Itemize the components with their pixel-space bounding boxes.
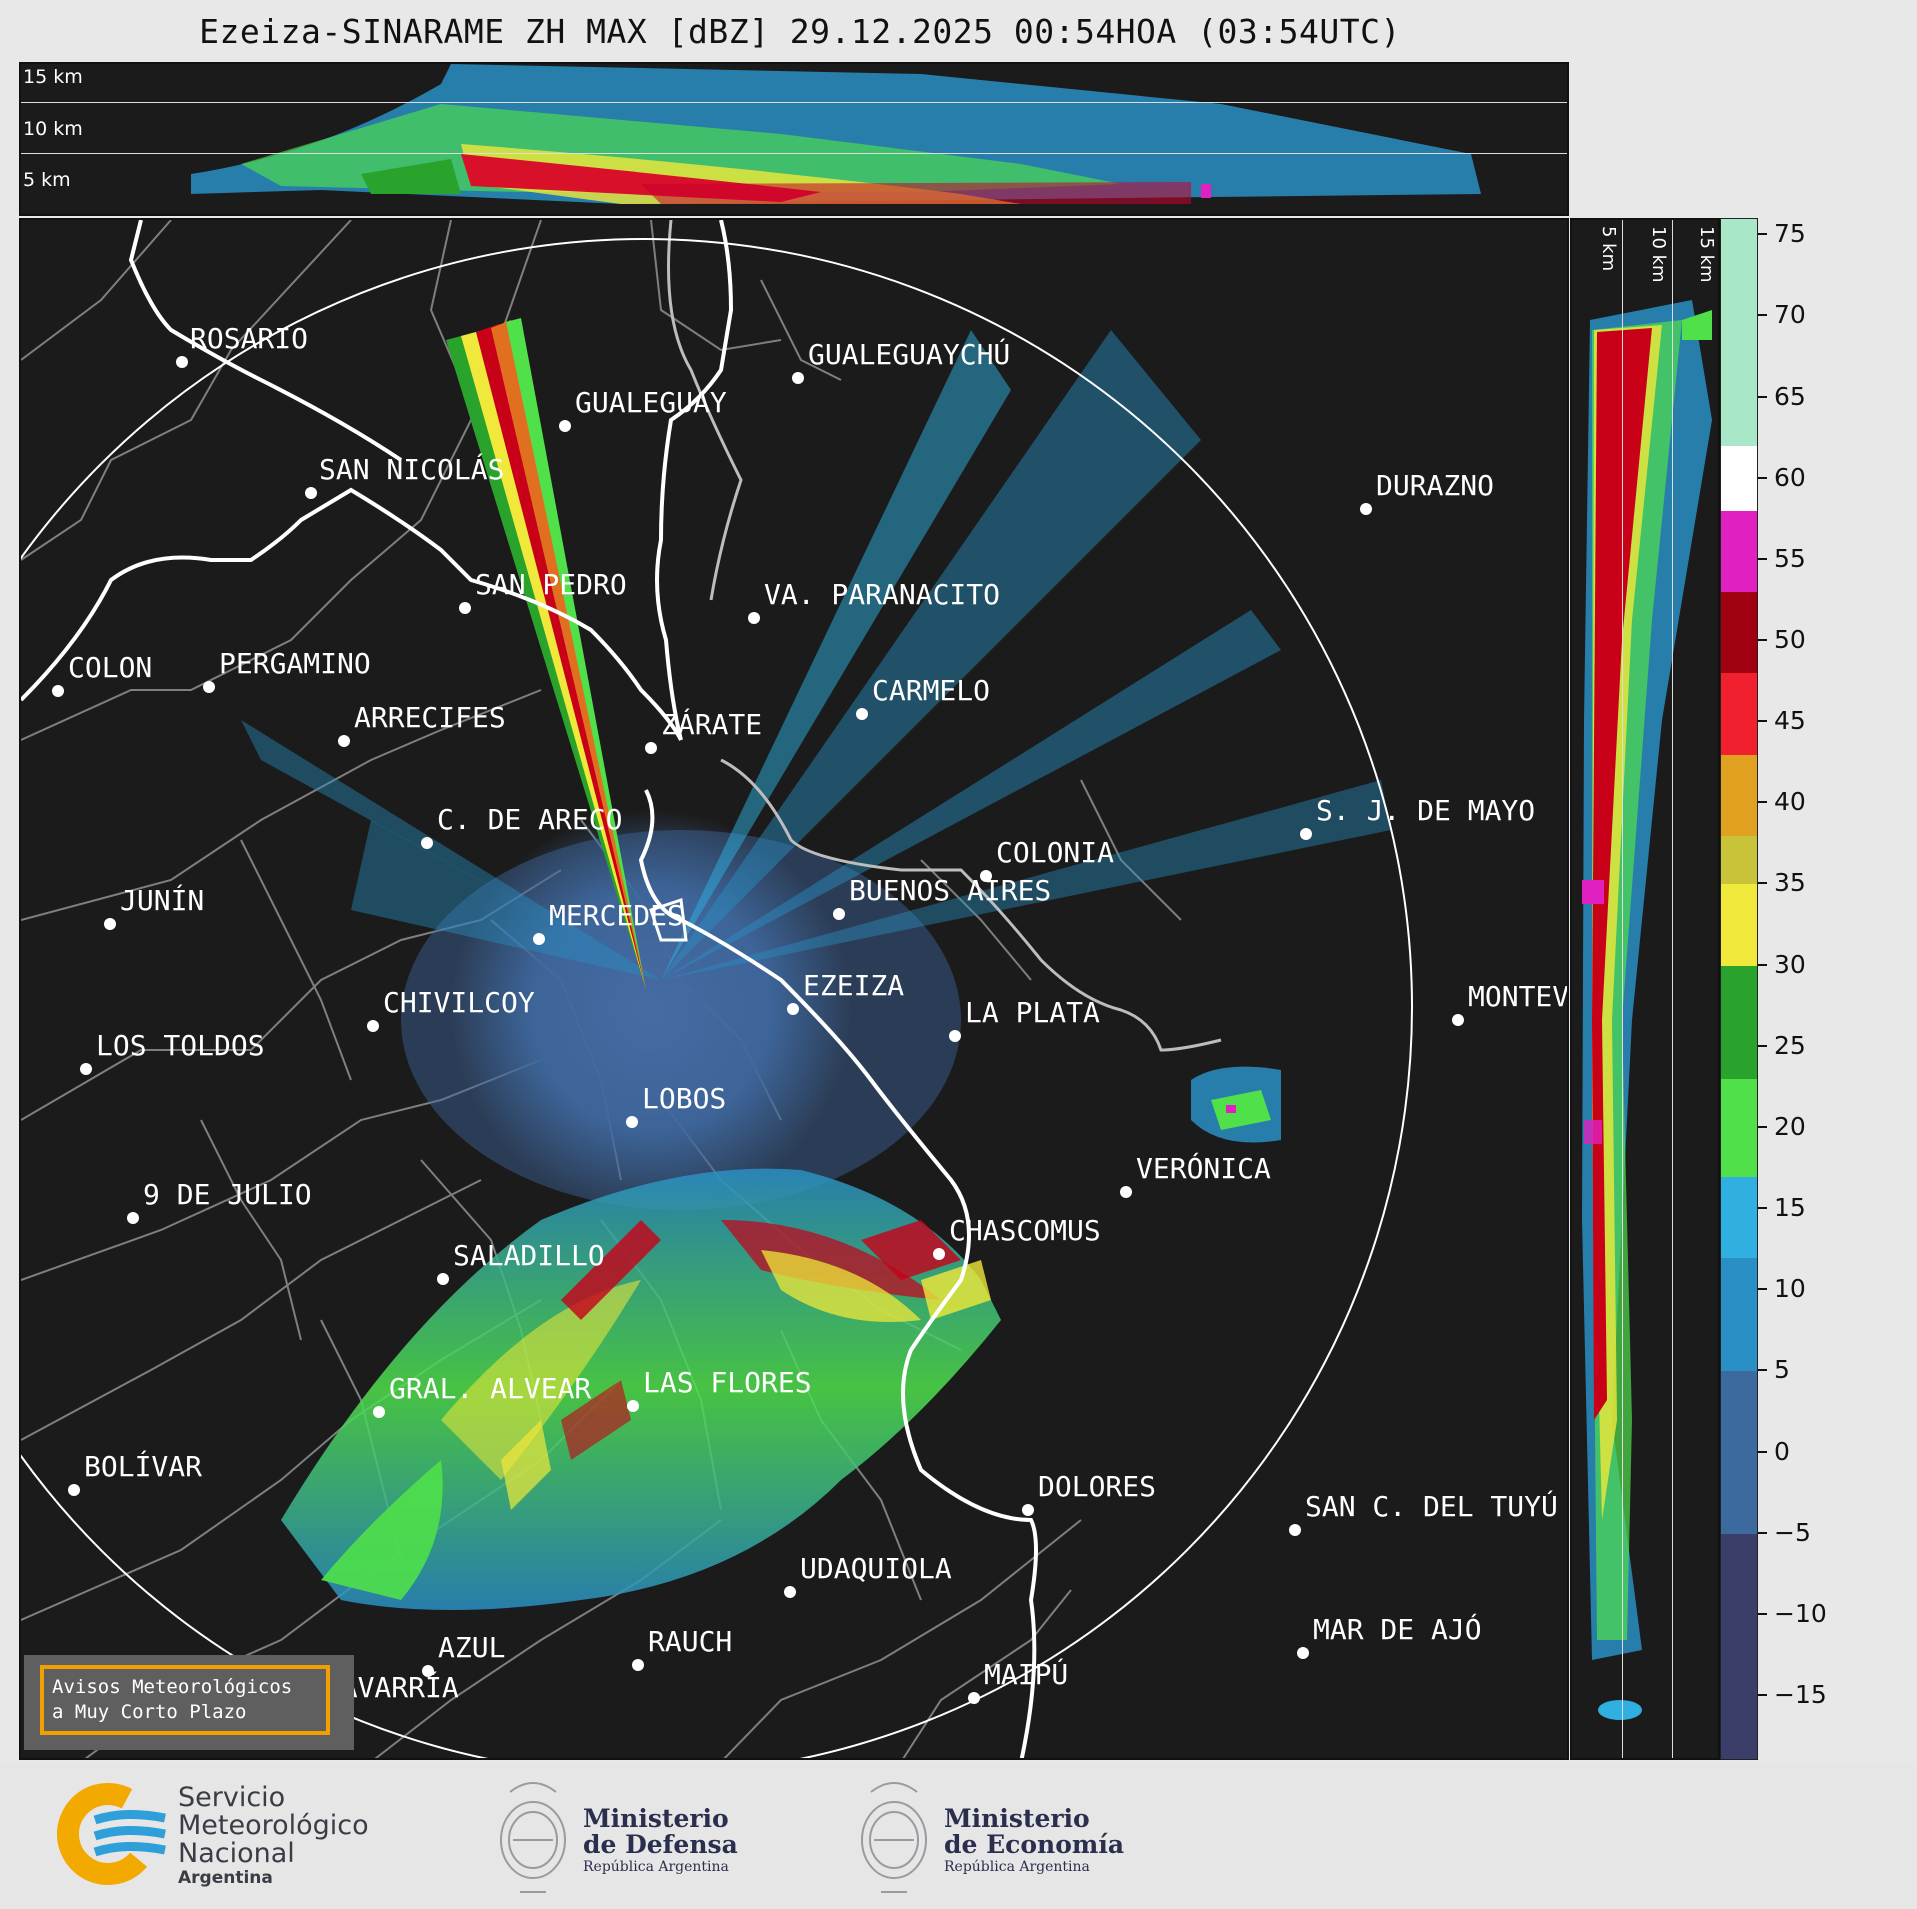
footer: Servicio Meteorológico Nacional Argentin… (0, 1762, 1917, 1909)
radar-map-graphics (21, 220, 1413, 1758)
economia-seal-icon (861, 1782, 927, 1893)
top-profile-echoes (191, 64, 1481, 204)
top-label-5km: 5 km (23, 169, 71, 191)
side-gridline-10km (1672, 220, 1673, 1758)
colorbar-tick-label: 65 (1774, 381, 1806, 411)
top-height-profile: 15 km 10 km 5 km (19, 62, 1569, 216)
colorbar-tick-label: 60 (1774, 462, 1806, 492)
colorbar-band (1721, 446, 1757, 512)
dbz-colorbar (1720, 218, 1758, 1760)
defensa-line2: de Defensa (583, 1830, 738, 1859)
top-label-15km: 15 km (23, 66, 83, 88)
colorbar-tick-label: 15 (1774, 1193, 1806, 1223)
chart-title: Ezeiza-SINARAME ZH MAX [dBZ] 29.12.2025 … (199, 12, 1401, 51)
colorbar-band (1721, 835, 1757, 885)
colorbar-tick-label: 75 (1774, 219, 1806, 249)
economia-line2: de Economía (944, 1830, 1125, 1859)
radar-core-echo (451, 810, 851, 1210)
colorbar-band (1721, 1371, 1757, 1534)
colorbar-band (1721, 1257, 1757, 1372)
defensa-line1: Ministerio (583, 1804, 729, 1833)
defensa-seal-icon (500, 1782, 566, 1893)
economia-line1: Ministerio (944, 1804, 1090, 1833)
colorbar-band (1721, 511, 1757, 593)
defensa-logo-text: Ministerio de Defensa República Argentin… (583, 1806, 738, 1876)
northwest-streak (446, 318, 646, 990)
colorbar-band (1721, 673, 1757, 755)
colorbar-tick-label: −5 (1774, 1517, 1811, 1547)
colorbar-tick-label: 5 (1774, 1355, 1790, 1385)
colorbar-band (1721, 754, 1757, 836)
colorbar-tick-label: 70 (1774, 300, 1806, 330)
colorbar-band (1721, 219, 1757, 447)
radial-echo-fans (241, 330, 1391, 980)
colorbar-tick-label: 20 (1774, 1111, 1806, 1141)
defensa-line3: República Argentina (583, 1859, 729, 1875)
east-echo-cell (1191, 1066, 1281, 1143)
aviso-badge[interactable]: Avisos Meteorológicos a Muy Corto Plazo (24, 1655, 354, 1750)
aviso-link[interactable]: Avisos Meteorológicos a Muy Corto Plazo (40, 1665, 330, 1735)
colorbar-tick-label: 45 (1774, 706, 1806, 736)
aviso-line2: a Muy Corto Plazo (52, 1701, 247, 1723)
top-label-10km: 10 km (23, 118, 83, 140)
side-label-10km: 10 km (1648, 226, 1669, 283)
colorbar-tick-label: 35 (1774, 868, 1806, 898)
colorbar-band (1721, 1176, 1757, 1258)
smn-line1: Servicio (178, 1782, 286, 1813)
colorbar-tick-label: −15 (1774, 1680, 1827, 1710)
smn-line3: Nacional (178, 1838, 295, 1869)
radar-map: ROSARIO GUALEGUAYCHÚ GUALEGUAY SAN NICOL… (19, 218, 1569, 1760)
colorbar-tick-label: 0 (1774, 1436, 1790, 1466)
side-label-15km: 15 km (1696, 226, 1717, 283)
smn-line2: Meteorológico (178, 1810, 369, 1841)
side-label-5km: 5 km (1598, 226, 1619, 272)
top-gridline-15km (21, 102, 1567, 103)
colorbar-tick-label: 10 (1774, 1274, 1806, 1304)
colorbar-tick-label: 40 (1774, 787, 1806, 817)
smn-logo-text: Servicio Meteorológico Nacional Argentin… (178, 1782, 369, 1889)
footer-logos (57, 1782, 927, 1893)
side-height-profile: 5 km 10 km 15 km (1570, 218, 1720, 1760)
economia-line3: República Argentina (944, 1859, 1090, 1875)
side-gridline-5km (1622, 220, 1623, 1758)
colorbar-tick-label: 50 (1774, 625, 1806, 655)
smn-logo-icon (57, 1783, 166, 1885)
colorbar-band (1721, 965, 1757, 1080)
uruguay-coast (667, 220, 1222, 1052)
side-profile-echoes (1582, 300, 1712, 1720)
colorbar-ticks: 75 70 65 60 55 50 45 40 35 30 25 20 15 10 5 0 −5 −10 −15 (1758, 218, 1858, 1760)
aviso-line1: Avisos Meteorológicos (52, 1676, 293, 1698)
colorbar-band (1721, 1533, 1757, 1759)
colorbar-tick-label: −10 (1774, 1598, 1827, 1628)
colorbar-tick-label: 55 (1774, 543, 1806, 573)
smn-line4: Argentina (178, 1868, 273, 1888)
colorbar-band (1721, 884, 1757, 966)
economia-logo-text: Ministerio de Economía República Argenti… (944, 1806, 1124, 1876)
colorbar-tick-label: 30 (1774, 949, 1806, 979)
colorbar-tick-label: 25 (1774, 1030, 1806, 1060)
range-ring (21, 238, 1413, 1758)
top-gridline-10km (21, 153, 1567, 154)
colorbar-band (1721, 592, 1757, 674)
colorbar-band (1721, 1079, 1757, 1177)
